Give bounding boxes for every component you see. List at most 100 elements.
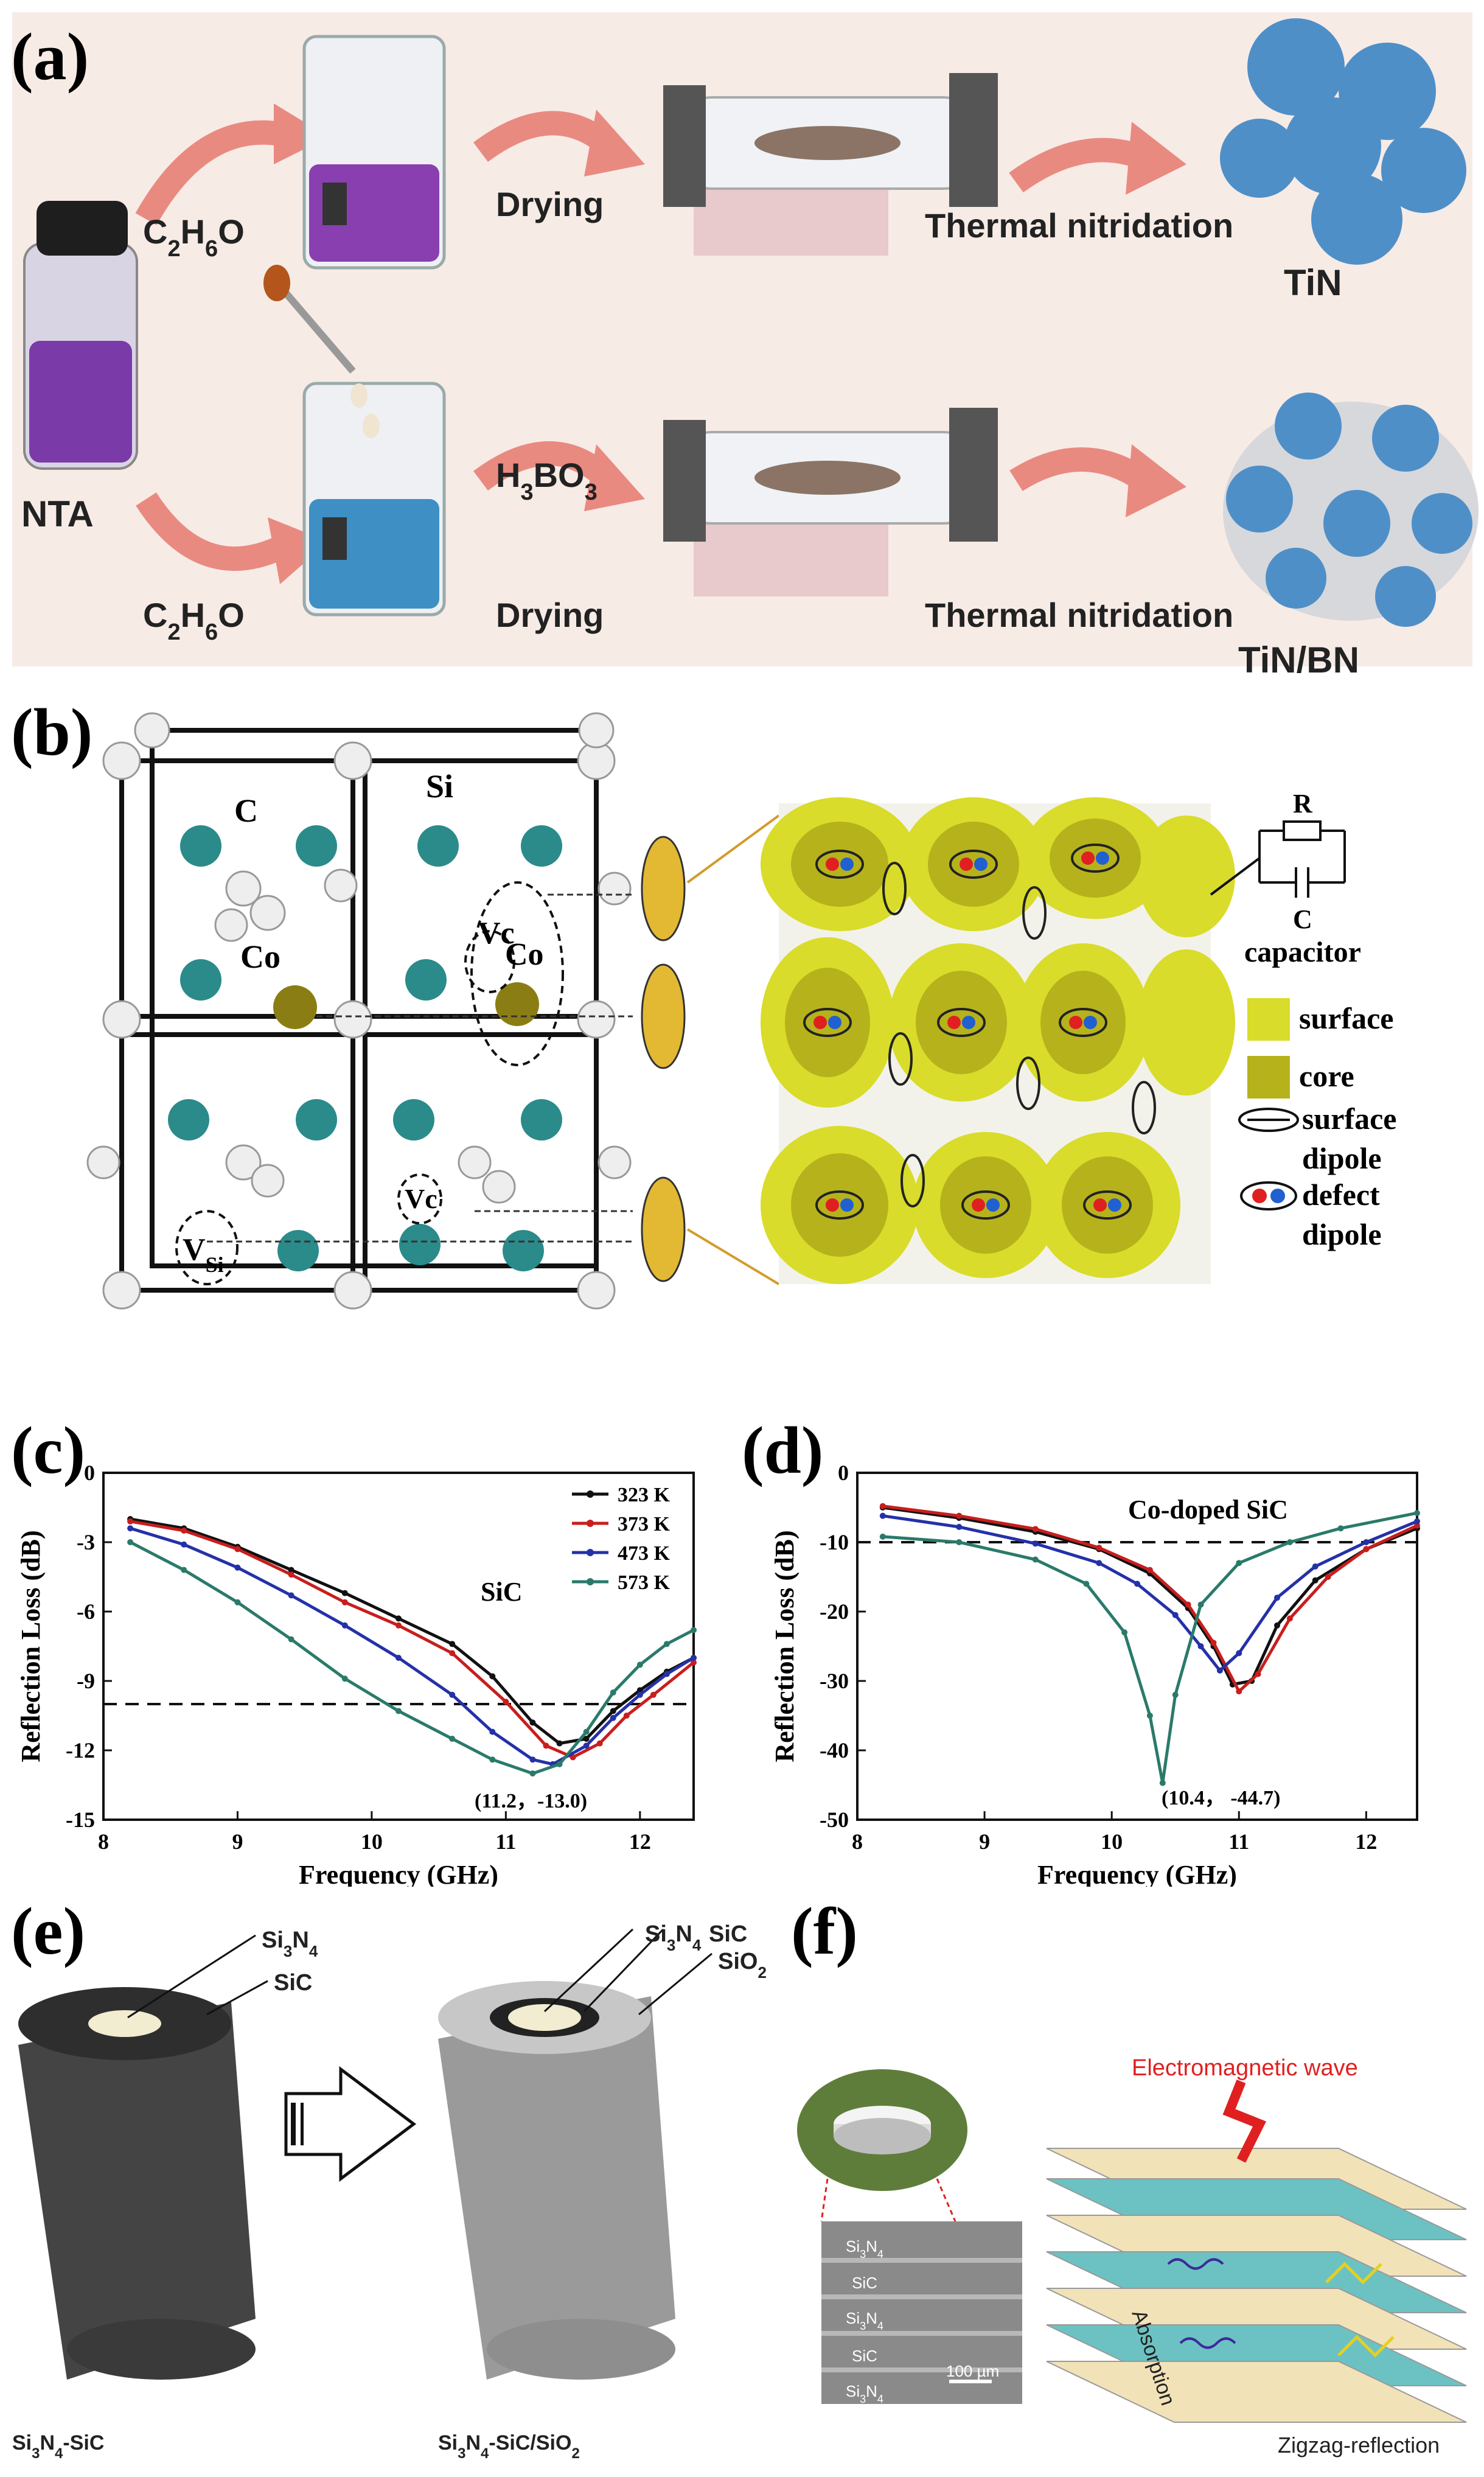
y-tick-label: 0 [838,1461,849,1485]
series-2-point [449,1650,456,1657]
panel-label-d: (d) [742,1413,824,1487]
series-3-point [234,1564,241,1571]
x-tick-label: 8 [852,1829,863,1854]
x-tick-label: 12 [1355,1829,1377,1854]
sem-layer-5: Si3N4 [846,2382,883,2405]
series-1-point [395,1615,402,1622]
atom-label-co-2: Co [505,937,544,972]
series-line-3 [882,1514,1418,1673]
series-1-point [341,1590,348,1596]
plot-frame [856,1472,1418,1821]
wave-label: Electromagnetic wave [1132,2055,1358,2081]
x-tick-label: 8 [98,1829,109,1854]
series-2-point [1032,1526,1039,1532]
series-4-point [489,1756,496,1763]
x-tick-label: 11 [1228,1829,1249,1854]
series-4-point [1414,1510,1420,1517]
series-3-point [691,1655,697,1661]
dipole-zoom-square [761,797,1235,1284]
caption-right: Si3N4-SiC/SiO2 [438,2431,580,2462]
series-2-point [691,1659,697,1666]
legend-label-3: 473 K [618,1542,671,1565]
series-3-point [610,1714,616,1721]
series-3-point [1134,1581,1140,1587]
nta-bottle [23,201,138,470]
series-2-point [1185,1601,1191,1608]
label-right-sic: SiC [709,1921,747,1947]
atom-label-c: C [234,792,258,829]
label-left-si3n4: Si3N4 [262,1927,318,1960]
series-1-point [610,1708,616,1714]
series-2-point [1363,1546,1370,1553]
zigzag-label: Zigzag-reflection [1278,2433,1440,2458]
y-tick-label: 0 [84,1461,95,1485]
legend-surface-dipole-label-2: dipole [1302,1141,1382,1175]
circuit-r-label: R [1293,789,1313,819]
atom-label-co: Co [240,938,280,975]
y-tick-label: -9 [77,1669,95,1693]
series-line-2 [130,1520,695,1759]
y-tick-label: -40 [820,1738,849,1763]
series-3-point [1274,1595,1280,1601]
atom-label-si: Si [426,768,453,805]
series-2-point [879,1503,886,1509]
series-3-point [127,1525,134,1532]
series-3-point [583,1742,590,1749]
legend-marker-3 [587,1549,594,1556]
series-3-point [1312,1563,1319,1570]
atom-label-vc-1: Vc [478,916,515,951]
caption-left: Si3N4-SiC [12,2431,104,2462]
series-4-point [1172,1691,1179,1698]
silicon-atoms [168,825,562,1271]
lattice-frame [119,728,599,1293]
sem-image [821,2221,1022,2404]
series-2-point [570,1754,576,1761]
series-2-point [1146,1567,1153,1573]
series-line-4 [129,1540,695,1775]
series-3-point [449,1691,456,1698]
y-tick-label: -10 [820,1530,849,1554]
series-4-point [1197,1601,1204,1608]
panel-label-b: (b) [11,695,93,769]
beaker-blue [263,265,446,617]
series-4-point [181,1567,187,1573]
legend-surface-swatch [1247,998,1290,1041]
legend-surface-dipole-icon [1238,1108,1299,1132]
series-4-point [610,1689,616,1696]
series-2-point [503,1699,509,1705]
legend-defect-dipole-label: defect [1302,1178,1380,1212]
series-2-point [127,1518,134,1525]
x-tick-label: 11 [495,1829,516,1854]
chart-d: 8 9 10 11 12 0 -10 -20 -30 -40 -50 Frequency (GHz) R… [770,1461,1420,1890]
series-1-point [449,1641,456,1647]
x-tick-label: 9 [232,1829,243,1854]
peak-annotation: (11.2，-13.0) [475,1790,587,1812]
series-2-point [181,1528,187,1534]
sem-layer-4: SiC [852,2347,877,2365]
series-3-point [288,1592,294,1599]
series-1-point [288,1567,294,1573]
arrow-4 [136,492,285,571]
y-axis-label: Reflection Loss (dB) [16,1530,46,1762]
legend-marker-1 [587,1490,594,1498]
label-left-sic: SiC [274,1970,312,1996]
legend-surface-label: surface [1299,1001,1394,1035]
series-4-point [1121,1629,1128,1636]
legend-label-2: 373 K [618,1513,671,1535]
chart-c: 8 9 10 11 12 0 -3 -6 -9 -12 -15 Frequency (GHz) Refl… [16,1461,697,1890]
legend-label-4: 573 K [618,1571,671,1594]
series-line-2 [882,1504,1418,1694]
atom-label-vsi: VSi [183,1232,224,1277]
sem-layer-2: SiC [852,2274,877,2292]
legend-label-1: 323 K [618,1484,671,1506]
series-1-point [1274,1622,1280,1629]
series-2-point [1414,1522,1420,1529]
series-4-point [879,1533,886,1540]
legend-defect-dipole-icon [1240,1181,1297,1211]
series-4-point [1286,1539,1293,1545]
series-3-point [1363,1539,1370,1545]
sem-layer-3: Si3N4 [846,2309,883,2332]
dipole-icons [641,836,686,1282]
label-right-sio2: SiO2 [718,1949,767,1982]
series-4-point [1083,1581,1090,1587]
